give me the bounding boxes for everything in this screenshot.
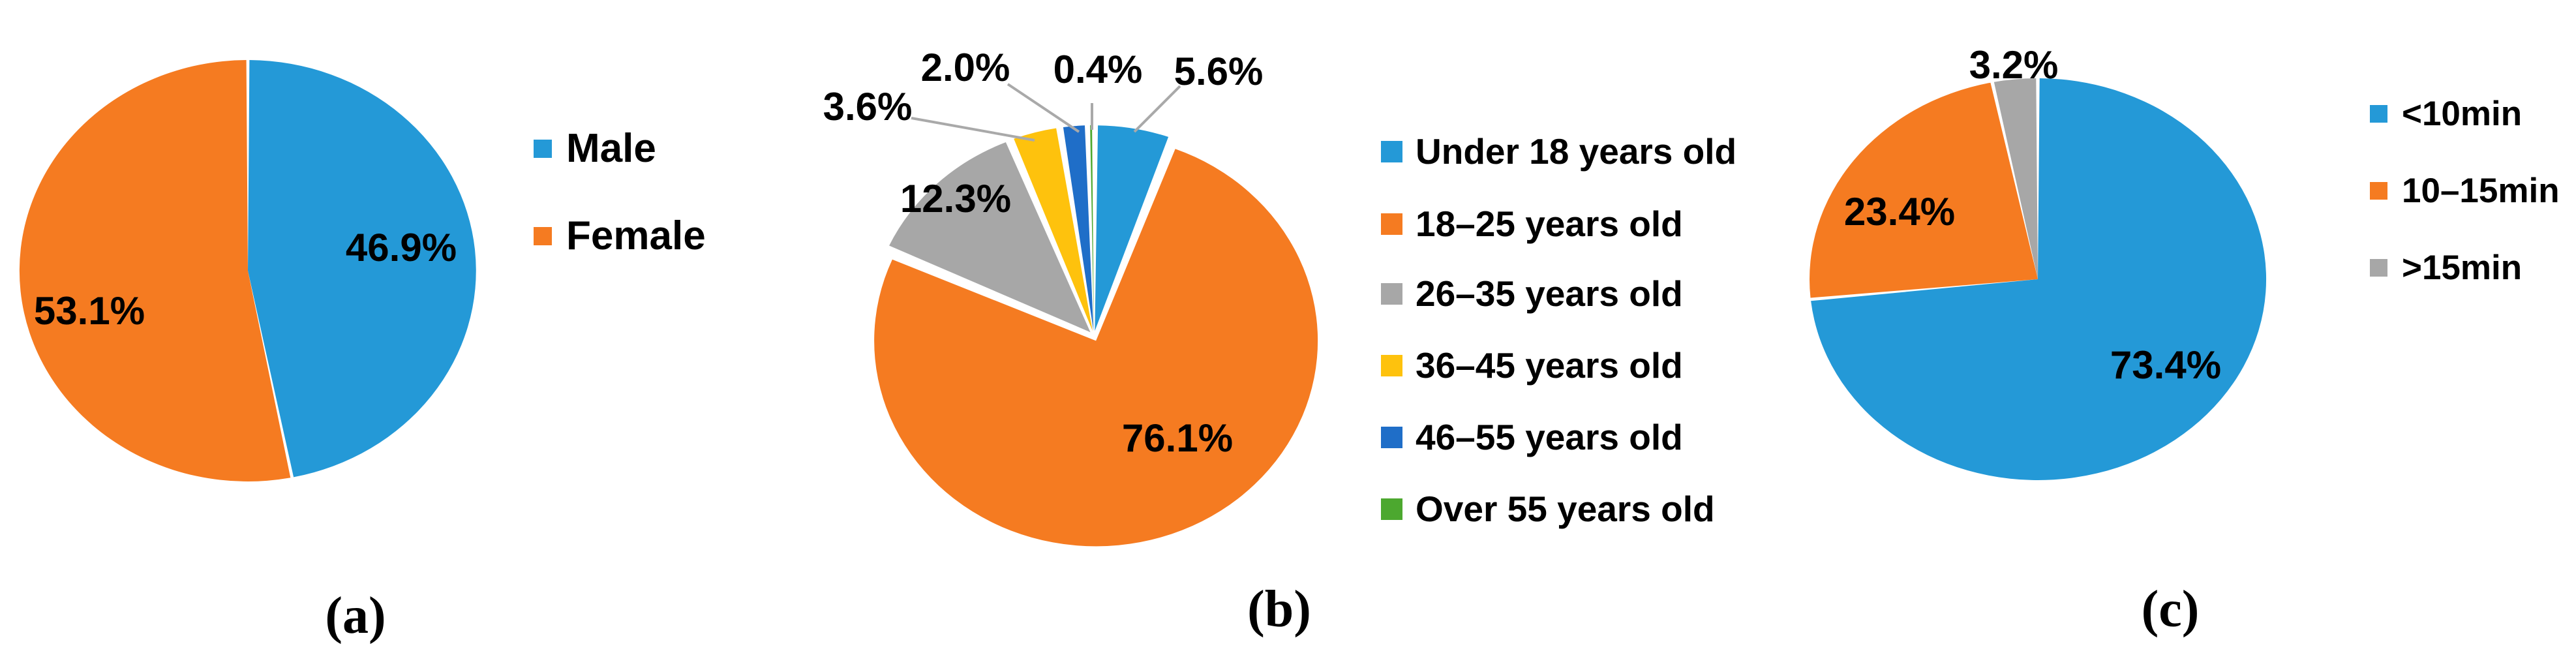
caption-c: (c): [2141, 581, 2200, 638]
legend-swatch-female-icon: [534, 227, 552, 245]
callout-46-55-pct: 2.0%: [920, 46, 1010, 89]
pie-b-slice-1: [874, 149, 1318, 547]
pie-c-slice-2: [1993, 78, 2038, 279]
legend-item-over55: Over 55 years old: [1381, 489, 1715, 528]
legend-label-female: Female: [566, 213, 706, 258]
legend-label-10-15: 10–15min: [2402, 171, 2560, 210]
pie-b-slice-2: [889, 142, 1091, 333]
callout-36-45-pct: 3.6%: [823, 85, 913, 129]
pie-b-slice-5: [1090, 125, 1094, 331]
pie-a: [19, 60, 476, 481]
legend-label-male: Male: [566, 126, 656, 171]
legend-item-female: Female: [534, 215, 706, 257]
label-male-pct: 46.9%: [345, 226, 457, 269]
legend-swatch-46-55-icon: [1381, 426, 1402, 448]
pie-a-slice-1: [19, 60, 291, 481]
pie-b-slice-3: [1014, 128, 1093, 331]
pie-a-slice-0: [248, 60, 476, 478]
leader-line: [1133, 85, 1181, 133]
legend-item-46-55: 46–55 years old: [1381, 418, 1683, 457]
pie-b: [874, 125, 1318, 547]
legend-item-male: Male: [534, 128, 656, 170]
label-26-35-pct: 12.3%: [900, 177, 1012, 221]
callout-over55-pct: 0.4%: [1053, 48, 1143, 91]
legend-item-36-45: 36–45 years old: [1381, 346, 1683, 385]
pie-c-slice-0: [1811, 78, 2267, 480]
legend-item-lt10: <10min: [2370, 94, 2522, 133]
legend-swatch-18-25-icon: [1381, 213, 1402, 235]
legend-label-over55: Over 55 years old: [1416, 488, 1715, 529]
legend-label-under18: Under 18 years old: [1416, 130, 1737, 172]
legend-item-gt15: >15min: [2370, 248, 2522, 287]
legend-label-36-45: 36–45 years old: [1416, 344, 1683, 386]
pie-c: [1809, 78, 2267, 480]
callout-under18-pct: 5.6%: [1174, 50, 1264, 93]
label-18-25-pct: 76.1%: [1121, 416, 1234, 460]
legend-swatch-26-35-icon: [1381, 282, 1402, 305]
legend-swatch-over55-icon: [1381, 498, 1402, 520]
legend-label-lt10: <10min: [2402, 94, 2523, 133]
callout-gt15-pct: 3.2%: [1969, 43, 2059, 87]
legend-swatch-36-45-icon: [1381, 354, 1402, 376]
legend-item-26-35: 26–35 years old: [1381, 274, 1683, 313]
legend-label-gt15: >15min: [2402, 248, 2523, 287]
legend-label-18-25: 18–25 years old: [1416, 203, 1683, 244]
legend-label-46-55: 46–55 years old: [1416, 416, 1683, 457]
legend-swatch-lt10-icon: [2370, 104, 2387, 123]
legend-swatch-under18-icon: [1381, 140, 1402, 162]
pie-c-slice-1: [1809, 82, 2038, 298]
leader-line: [1007, 83, 1080, 133]
pie-b-slice-4: [1063, 125, 1094, 331]
pie-b-slice-0: [1095, 125, 1169, 331]
legend-swatch-10-15-icon: [2370, 181, 2387, 200]
legend-swatch-gt15-icon: [2370, 258, 2387, 277]
label-female-pct: 53.1%: [33, 289, 145, 333]
label-lt10-pct: 73.4%: [2110, 343, 2222, 387]
caption-a: (a): [325, 587, 386, 645]
leader-line: [911, 117, 1035, 142]
caption-b: (b): [1247, 581, 1311, 638]
legend-label-26-35: 26–35 years old: [1416, 273, 1683, 314]
legend-item-18-25: 18–25 years old: [1381, 204, 1683, 243]
legend-swatch-male-icon: [534, 140, 552, 158]
label-10-15-pct: 23.4%: [1843, 190, 1956, 234]
legend-item-under18: Under 18 years old: [1381, 132, 1736, 171]
legend-item-10-15: 10–15min: [2370, 171, 2560, 210]
